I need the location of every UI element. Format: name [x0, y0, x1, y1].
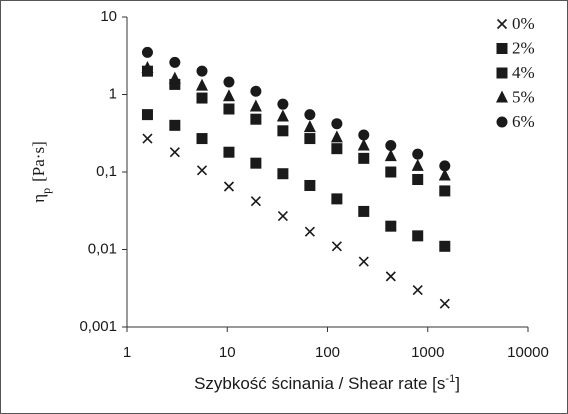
marker-circle: [331, 118, 343, 130]
marker-x: [496, 18, 508, 30]
legend-label: 5%: [512, 87, 535, 106]
marker-square: [412, 174, 424, 186]
marker-square: [169, 119, 181, 131]
y-tick-label: 0,1: [96, 163, 117, 180]
marker-circle: [196, 65, 208, 77]
marker-circle: [250, 85, 262, 97]
marker-square: [250, 157, 262, 169]
marker-x: [196, 165, 208, 176]
legend-label: 0%: [512, 14, 535, 33]
legend-label: 4%: [512, 63, 535, 82]
marker-triangle: [276, 109, 289, 122]
marker-square: [304, 179, 316, 191]
marker-circle: [277, 98, 289, 110]
x-tick-label: 100: [315, 344, 340, 361]
marker-triangle: [438, 168, 451, 181]
marker-square: [385, 166, 397, 178]
marker-square: [250, 113, 262, 125]
marker-triangle: [357, 138, 370, 151]
marker-x: [304, 226, 315, 237]
marker-square: [385, 220, 397, 232]
marker-square: [277, 168, 289, 180]
x-text: Szybkość ścinania / Shear rate [s: [194, 374, 445, 393]
marker-square: [358, 152, 370, 164]
marker-triangle: [303, 120, 316, 133]
marker-circle: [304, 109, 316, 121]
marker-square: [223, 103, 235, 115]
marker-circle: [412, 148, 424, 160]
y-axis-label: ηp [Pa·s]: [29, 141, 53, 203]
marker-square: [331, 193, 343, 205]
marker-circle: [223, 76, 235, 88]
marker-x: [385, 271, 396, 282]
marker-square: [277, 125, 289, 137]
marker-x: [169, 147, 180, 158]
y-tick-label: 1: [109, 85, 117, 102]
marker-square: [439, 240, 451, 252]
y-symbol: η: [29, 194, 48, 203]
marker-square: [196, 92, 208, 104]
y-subscript: p: [39, 188, 53, 194]
marker-x: [223, 181, 235, 192]
x-tick-label: 10000: [507, 344, 549, 361]
x-superscript: -1: [445, 373, 455, 385]
marker-circle: [439, 160, 451, 172]
marker-circle: [169, 56, 181, 68]
y-tick-label: 10: [100, 8, 117, 25]
marker-x: [331, 241, 342, 252]
marker-square: [412, 230, 424, 242]
marker-square: [141, 109, 153, 121]
x-tick-label: 10: [219, 344, 236, 361]
marker-square: [196, 133, 208, 145]
marker-x: [250, 196, 261, 207]
marker-circle: [385, 139, 397, 151]
marker-triangle: [496, 90, 508, 103]
y-tick-label: 0,01: [88, 240, 117, 257]
marker-x: [277, 211, 288, 222]
marker-x: [358, 256, 369, 267]
marker-circle: [358, 129, 370, 141]
marker-square: [496, 67, 508, 79]
marker-circle: [141, 46, 153, 58]
marker-x: [142, 133, 153, 144]
x-tick-label: 1000: [411, 344, 444, 361]
marker-triangle: [196, 78, 209, 91]
marker-circle: [496, 116, 508, 128]
legend-label: 2%: [512, 38, 535, 57]
marker-square: [496, 43, 508, 54]
marker-triangle: [222, 89, 235, 102]
marker-square: [304, 133, 316, 145]
marker-triangle: [384, 149, 397, 162]
marker-square: [223, 146, 235, 158]
marker-triangle: [249, 99, 262, 112]
marker-square: [358, 205, 370, 217]
x-close: ]: [455, 374, 460, 393]
marker-square: [331, 143, 343, 155]
marker-x: [439, 298, 450, 309]
marker-square: [439, 185, 451, 197]
marker-triangle: [141, 60, 154, 73]
marker-square: [169, 78, 181, 90]
marker-x: [412, 284, 423, 296]
marker-triangle: [168, 71, 181, 84]
x-tick-label: 1: [123, 344, 131, 361]
legend-label: 6%: [512, 112, 535, 131]
y-unit: [Pa·s]: [29, 141, 48, 182]
y-tick-label: 0,001: [79, 318, 117, 335]
marker-triangle: [411, 158, 424, 171]
marker-triangle: [330, 130, 343, 143]
x-axis-label: Szybkość ścinania / Shear rate [s-1]: [194, 373, 460, 394]
